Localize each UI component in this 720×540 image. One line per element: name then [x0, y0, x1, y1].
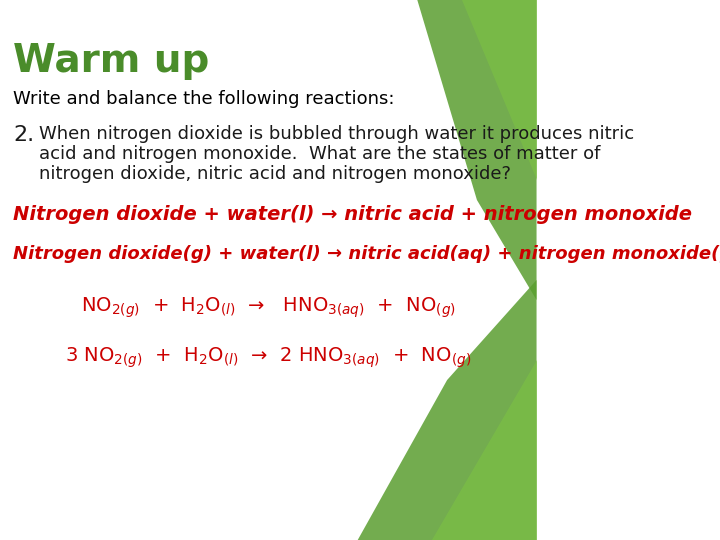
Text: Warm up: Warm up	[14, 42, 210, 80]
Text: acid and nitrogen monoxide.  What are the states of matter of: acid and nitrogen monoxide. What are the…	[39, 145, 600, 163]
Text: 2.: 2.	[14, 125, 35, 145]
Text: Write and balance the following reactions:: Write and balance the following reaction…	[14, 90, 395, 108]
Text: $\mathrm{NO}_{2(g)}$  +  $\mathrm{H_2O}_{(l)}$  →   $\mathrm{HNO}_{3(aq)}$  +  $: $\mathrm{NO}_{2(g)}$ + $\mathrm{H_2O}_{(…	[81, 295, 456, 320]
Text: Nitrogen dioxide + water(l) → nitric acid + nitrogen monoxide: Nitrogen dioxide + water(l) → nitric aci…	[14, 205, 693, 224]
Polygon shape	[418, 0, 536, 300]
Text: When nitrogen dioxide is bubbled through water it produces nitric: When nitrogen dioxide is bubbled through…	[39, 125, 634, 143]
Text: $3\ \mathrm{NO}_{2(g)}$  +  $\mathrm{H_2O}_{(l)}$  →  $2\ \mathrm{HNO}_{3(aq)}$ : $3\ \mathrm{NO}_{2(g)}$ + $\mathrm{H_2O}…	[66, 345, 472, 369]
Polygon shape	[432, 360, 536, 540]
Text: Nitrogen dioxide(g) + water(l) → nitric acid(aq) + nitrogen monoxide(g): Nitrogen dioxide(g) + water(l) → nitric …	[14, 245, 720, 263]
Polygon shape	[358, 280, 536, 540]
Text: nitrogen dioxide, nitric acid and nitrogen monoxide?: nitrogen dioxide, nitric acid and nitrog…	[39, 165, 510, 183]
Polygon shape	[462, 0, 536, 180]
